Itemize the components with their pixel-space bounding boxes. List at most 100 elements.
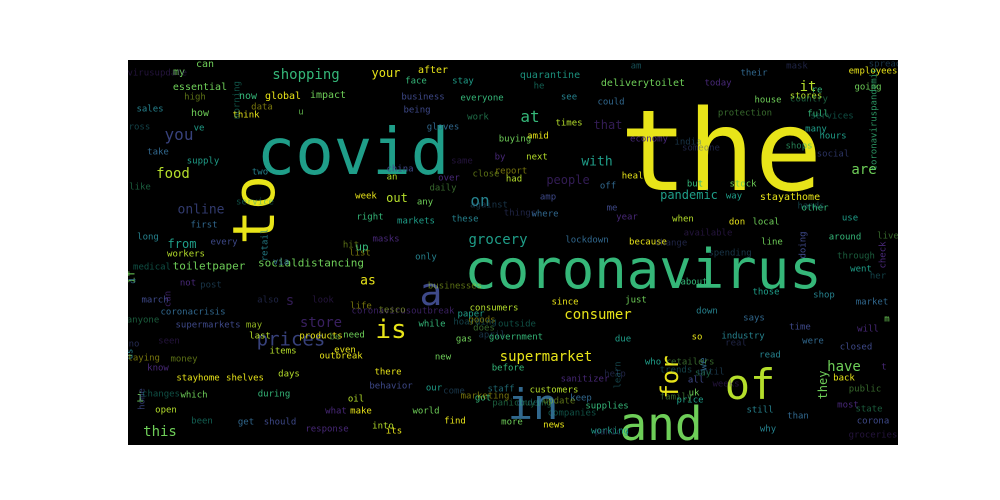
cloud-word: toiletpaper <box>172 259 246 273</box>
cloud-word: impact <box>309 90 347 101</box>
cloud-word: spread <box>868 60 898 70</box>
cloud-word: gas <box>455 334 473 345</box>
cloud-word: across <box>128 122 151 133</box>
cloud-word: when <box>672 214 694 225</box>
cloud-word: buying <box>498 134 532 145</box>
cloud-word: essential <box>172 82 228 93</box>
cloud-word: there <box>374 367 402 378</box>
cloud-word: way <box>725 191 743 202</box>
cloud-word: where <box>531 209 559 220</box>
cloud-word: am <box>630 61 642 72</box>
cloud-word: tesco <box>378 305 406 316</box>
cloud-word: use <box>841 213 859 224</box>
cloud-word: you <box>164 125 194 144</box>
cloud-word: list <box>349 248 371 259</box>
cloud-word: it <box>799 79 817 95</box>
cloud-word: don <box>728 217 746 228</box>
cloud-word: most <box>837 400 859 411</box>
cloud-word: april <box>478 330 506 341</box>
cloud-word: u <box>298 107 304 118</box>
cloud-word: why <box>759 424 777 435</box>
cloud-word: up <box>355 240 369 254</box>
cloud-word: i <box>136 390 144 406</box>
cloud-word: look <box>312 295 334 306</box>
cloud-word: will <box>857 324 879 335</box>
cloud-word: economy <box>630 134 668 145</box>
cloud-word: to <box>220 175 288 245</box>
cloud-word: mask <box>786 61 808 72</box>
cloud-word: your <box>371 66 401 80</box>
cloud-word: going <box>854 82 882 93</box>
cloud-word: socialdistancing <box>258 256 364 270</box>
cloud-word: china <box>386 164 414 175</box>
cloud-word: state <box>855 404 883 415</box>
cloud-word: coronavirusupdate <box>128 68 188 79</box>
cloud-word: so <box>691 332 703 343</box>
cloud-word: things <box>503 208 537 219</box>
cloud-word: think <box>232 110 260 121</box>
cloud-word: panicbuying <box>492 398 552 409</box>
cloud-word: changes <box>142 389 180 400</box>
cloud-word: supermarket <box>499 349 593 365</box>
cloud-word: until <box>697 367 725 378</box>
cloud-word: delivery <box>600 78 650 89</box>
cloud-word: not <box>179 278 197 289</box>
cloud-word: be <box>329 332 341 343</box>
cloud-word: went <box>850 264 872 275</box>
cloud-word: supplies <box>585 401 629 412</box>
cloud-word: country <box>790 94 828 105</box>
cloud-word: still <box>746 405 774 416</box>
cloud-word: against <box>470 200 508 211</box>
cloud-word: price <box>676 395 704 406</box>
cloud-word: line <box>761 237 783 248</box>
cloud-word: close <box>472 169 500 180</box>
cloud-word: see <box>560 92 578 103</box>
cloud-word: india <box>674 137 702 148</box>
cloud-word: open <box>155 405 177 416</box>
cloud-word: store <box>299 315 343 331</box>
cloud-word: re <box>811 85 823 96</box>
cloud-word: back <box>833 373 855 384</box>
cloud-word: services <box>810 111 854 122</box>
cloud-word: supply <box>186 156 220 167</box>
cloud-word: service <box>236 197 274 208</box>
cloud-word: full <box>807 109 829 120</box>
cloud-word: its <box>385 426 403 437</box>
cloud-word: new <box>434 352 452 363</box>
cloud-word: outside <box>498 319 536 330</box>
cloud-word: everyone <box>460 93 504 104</box>
cloud-word: groceries <box>848 430 898 441</box>
cloud-word: panic <box>594 427 622 438</box>
cloud-word: amid <box>527 131 549 142</box>
cloud-word: hands <box>797 201 825 212</box>
cloud-word: coronavirusoutbreak <box>351 306 455 317</box>
cloud-word: morning <box>232 81 243 119</box>
cloud-word: via <box>272 257 290 268</box>
cloud-word: public <box>848 384 882 395</box>
cloud-word: pandemic <box>660 188 718 202</box>
cloud-word: work <box>467 112 489 123</box>
cloud-word: stores <box>789 91 823 102</box>
cloud-word: are <box>851 162 877 178</box>
cloud-word: due <box>614 334 632 345</box>
cloud-word: could <box>597 97 625 108</box>
cloud-word: shopping <box>272 67 340 83</box>
cloud-word: can <box>195 60 215 70</box>
cloud-word: stayathome <box>759 192 821 203</box>
cloud-word: food <box>156 166 190 182</box>
cloud-word: doing <box>798 231 809 259</box>
cloud-word: should <box>263 417 297 428</box>
cloud-word: grocery <box>468 232 528 248</box>
cloud-word: about <box>680 277 708 288</box>
cloud-word: and <box>619 397 703 445</box>
cloud-word: real <box>725 338 747 349</box>
cloud-word: money <box>170 354 198 365</box>
cloud-word: report <box>494 166 528 177</box>
cloud-word: workers <box>167 249 205 260</box>
cloud-word: now <box>238 91 258 102</box>
cloud-word: products <box>299 331 343 342</box>
cloud-word: businesses <box>427 281 483 292</box>
cloud-word: time <box>789 322 811 333</box>
cloud-word: behavior <box>369 381 413 392</box>
cloud-word: her <box>869 271 887 282</box>
